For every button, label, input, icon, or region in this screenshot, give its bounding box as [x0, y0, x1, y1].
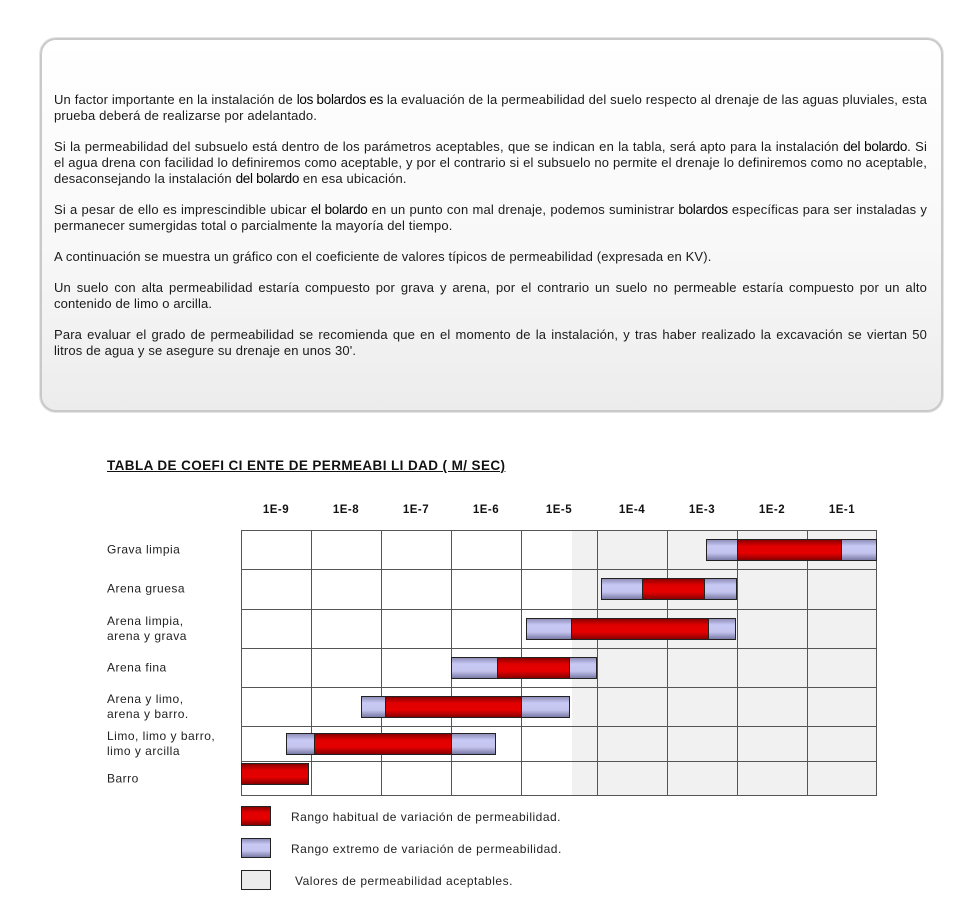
grid-line: [737, 531, 738, 795]
intro-paragraph: A continuación se muestra un gráfico con…: [54, 249, 927, 265]
legend-label-habitual: Rango habitual de variación de permeabil…: [291, 810, 561, 824]
grid-line: [667, 531, 668, 795]
habitual-range-bar: [641, 578, 706, 600]
column-header: 1E-5: [545, 504, 573, 516]
grid-line: [242, 609, 876, 610]
intro-text-box: Un factor importante en la instalación d…: [40, 38, 943, 412]
row-label: Arena gruesa: [107, 581, 186, 596]
paragraph-text: Un factor importante en la instalación d…: [54, 92, 297, 107]
emphasis-text: del bolardo: [843, 139, 908, 154]
grid-line: [597, 531, 598, 795]
column-header: 1E-1: [828, 504, 856, 516]
paragraph-text: Si la permeabilidad del subsuelo está de…: [54, 139, 844, 154]
column-header: 1E-7: [402, 504, 430, 516]
permeability-grid: [241, 530, 877, 796]
grid-line: [242, 569, 876, 570]
paragraph-text: la evaluación de la permeabilidad del su…: [54, 92, 927, 123]
paragraph-text: . Si el agua drena con facilidad lo defi…: [54, 139, 927, 186]
chart-title: TABLA DE COEFI CI ENTE DE PERMEABI LI DA…: [107, 458, 506, 473]
intro-paragraph: Un factor importante en la instalación d…: [54, 92, 927, 124]
paragraph-text: específicas para ser instaladas y perman…: [54, 202, 928, 233]
legend-swatch-habitual: [241, 806, 271, 826]
habitual-range-bar: [571, 618, 709, 640]
column-header: 1E-8: [332, 504, 360, 516]
paragraph-text: en esa ubicación.: [299, 171, 407, 186]
habitual-range-bar: [496, 657, 571, 679]
emphasis-text: del bolardo: [235, 171, 300, 186]
legend-swatch-extreme: [241, 838, 271, 858]
column-header: 1E-4: [618, 504, 646, 516]
column-header: 1E-6: [472, 504, 500, 516]
row-label: Grava limpia: [107, 542, 181, 556]
row-label: Limo, limo y barro, limo y arcilla: [107, 728, 216, 758]
grid-line: [381, 531, 382, 795]
intro-paragraph: Un suelo con alta permeabilidad estaría …: [54, 280, 927, 312]
row-label: Arena y limo, arena y barro.: [107, 691, 189, 721]
paragraph-text: Para evaluar el grado de permeabilidad s…: [54, 327, 927, 358]
legend-label-acceptable: Valores de permeabilidad aceptables.: [295, 874, 513, 888]
habitual-range-bar: [384, 696, 522, 718]
row-label: Barro: [107, 771, 139, 785]
column-header: 1E-2: [758, 504, 786, 516]
grid-line: [242, 687, 876, 688]
emphasis-text: los bolardos es: [296, 92, 384, 107]
paragraph-text: Un suelo con alta permeabilidad estaría …: [54, 280, 927, 311]
emphasis-text: bolardos: [678, 202, 728, 217]
habitual-range-bar: [737, 539, 842, 561]
column-header: 1E-3: [688, 504, 716, 516]
habitual-range-bar: [241, 763, 309, 785]
emphasis-text: el bolardo: [310, 202, 368, 217]
grid-line: [242, 726, 876, 727]
intro-paragraphs: Un factor importante en la instalación d…: [54, 92, 927, 374]
paragraph-text: en un punto con mal drenaje, podemos sum…: [367, 202, 679, 217]
grid-line: [807, 531, 808, 795]
intro-paragraph: Si a pesar de ello es imprescindible ubi…: [54, 202, 927, 234]
row-label: Arena limpia, arena y grava: [107, 613, 187, 643]
row-label: Arena fina: [107, 660, 167, 674]
grid-line: [242, 648, 876, 649]
habitual-range-bar: [313, 733, 452, 755]
legend-swatch-acceptable: [241, 870, 271, 890]
intro-paragraph: Si la permeabilidad del subsuelo está de…: [54, 139, 927, 187]
column-header: 1E-9: [262, 504, 290, 516]
grid-line: [311, 531, 312, 795]
acceptable-region: [572, 531, 876, 795]
paragraph-text: A continuación se muestra un gráfico con…: [54, 249, 712, 264]
paragraph-text: Si a pesar de ello es imprescindible ubi…: [54, 202, 311, 217]
grid-line: [242, 761, 876, 762]
legend-label-extreme: Rango extremo de variación de permeabili…: [291, 842, 562, 856]
intro-paragraph: Para evaluar el grado de permeabilidad s…: [54, 327, 927, 359]
